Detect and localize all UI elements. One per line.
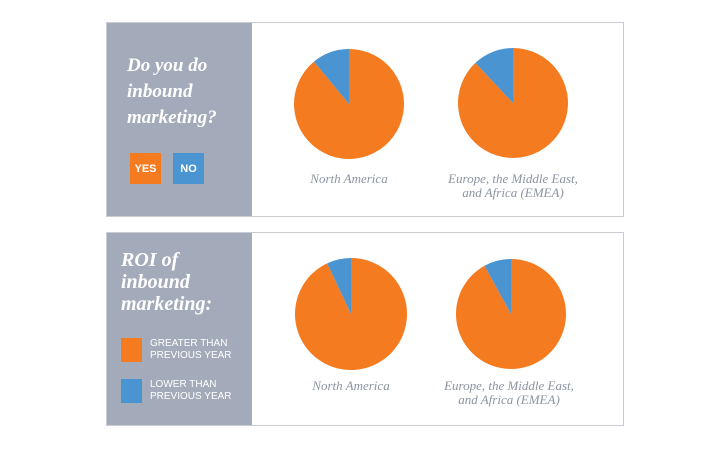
legend-swatch-blue xyxy=(121,379,142,403)
pie-slice-blue xyxy=(484,259,511,314)
inbound-marketing-panel: Do you do inbound marketing? YES NO Nort… xyxy=(106,22,624,217)
legend-label-lower: LOWER THAN PREVIOUS YEAR xyxy=(150,379,232,402)
legend-label-greater: GREATER THAN PREVIOUS YEAR xyxy=(150,338,232,361)
label-north-america: North America xyxy=(312,378,390,393)
question-sidebar: Do you do inbound marketing? YES NO xyxy=(107,23,252,216)
legend-greater: GREATER THAN PREVIOUS YEAR xyxy=(121,338,250,362)
legend-lower: LOWER THAN PREVIOUS YEAR xyxy=(121,379,250,403)
pie-slice-blue xyxy=(313,49,349,104)
roi-panel: ROI of inbound marketing: GREATER THAN P… xyxy=(106,232,624,426)
legend-no: NO xyxy=(173,153,204,184)
legend-swatch-orange xyxy=(121,338,142,362)
label-north-america: North America xyxy=(310,171,388,186)
question-sidebar: ROI of inbound marketing: GREATER THAN P… xyxy=(107,233,252,425)
pie-slice-blue xyxy=(475,48,513,103)
label-emea: Europe, the Middle East, and Africa (EME… xyxy=(448,171,578,200)
legend-yes: YES xyxy=(130,153,161,184)
label-emea: Europe, the Middle East, and Africa (EME… xyxy=(444,378,574,407)
pie-slice-blue xyxy=(327,258,351,314)
chart-title: ROI of inbound marketing: xyxy=(121,249,213,315)
pie-north-america xyxy=(295,258,407,370)
chart-title: Do you do inbound marketing? xyxy=(127,55,217,128)
pie-north-america xyxy=(294,49,404,159)
pie-emea xyxy=(458,48,568,158)
pie-emea xyxy=(456,259,566,369)
